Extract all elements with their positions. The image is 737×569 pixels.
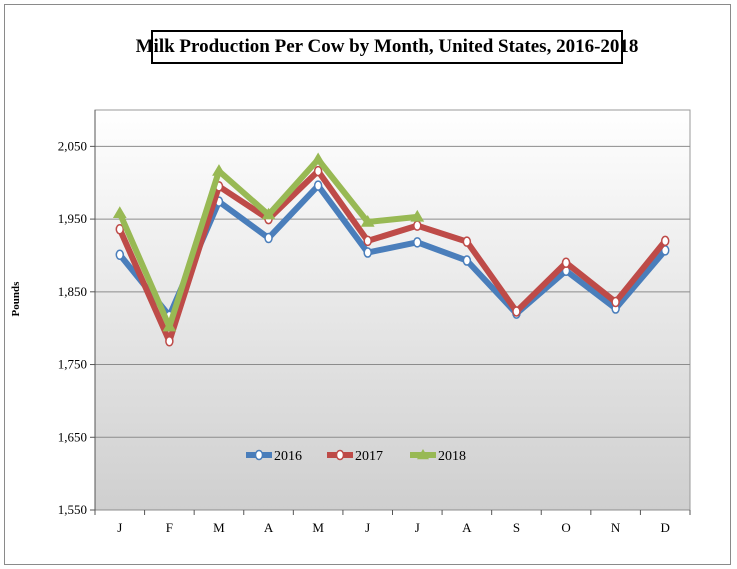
x-tick-label: D — [661, 520, 670, 535]
chart-title: Milk Production Per Cow by Month, United… — [136, 30, 638, 64]
data-point — [162, 319, 177, 332]
data-point — [561, 257, 571, 268]
x-tick-label: O — [561, 520, 570, 535]
data-point — [512, 306, 521, 317]
legend-label: 2017 — [355, 449, 383, 464]
series-line — [116, 168, 669, 345]
data-point — [115, 249, 125, 260]
legend-marker — [254, 449, 264, 461]
data-point — [313, 180, 323, 191]
y-tick-label: 1,850 — [58, 284, 87, 299]
data-point — [313, 165, 323, 177]
data-point — [212, 164, 226, 176]
data-point — [611, 296, 620, 308]
data-point — [660, 235, 670, 247]
data-point — [410, 209, 425, 222]
y-tick-label: 1,650 — [58, 429, 87, 444]
legend-entry-2017: 2017 — [327, 449, 383, 464]
data-point — [360, 215, 375, 227]
data-point — [413, 220, 422, 231]
data-point — [462, 236, 472, 247]
data-point — [363, 247, 372, 258]
y-axis-ticks: 1,550 1,650 1,750 1,850 1,950 2,050 — [58, 110, 96, 517]
legend-label: 2016 — [274, 449, 302, 464]
data-point — [413, 237, 422, 248]
y-tick-label: 2,050 — [58, 138, 87, 153]
x-tick-label: N — [611, 520, 621, 535]
y-tick-label: 1,750 — [58, 357, 87, 372]
y-tick-label: 1,550 — [58, 502, 87, 517]
data-point — [165, 336, 174, 347]
legend-entry-2018: 2018 — [410, 449, 466, 464]
x-tick-label: M — [213, 520, 225, 535]
series-group — [112, 152, 670, 347]
data-point — [112, 206, 127, 218]
data-point — [462, 255, 472, 266]
x-tick-label: A — [264, 520, 274, 535]
data-point — [311, 152, 325, 165]
legend-marker — [335, 449, 345, 461]
data-point — [264, 232, 273, 244]
x-tick-label: M — [312, 520, 324, 535]
x-tick-label: F — [166, 520, 173, 535]
plot-area — [94, 109, 691, 511]
x-tick-label: J — [365, 520, 370, 535]
y-tick-label: 1,950 — [58, 211, 87, 226]
data-point — [261, 207, 276, 220]
x-tick-label: S — [513, 520, 520, 535]
data-point — [115, 224, 125, 235]
x-tick-label: J — [415, 520, 420, 535]
x-tick-label: A — [462, 520, 472, 535]
legend-entry-2016: 2016 — [246, 449, 302, 464]
legend: 2016 2017 2018 — [246, 449, 466, 464]
data-point — [363, 235, 372, 247]
x-tick-label: J — [117, 520, 122, 535]
legend-marker — [417, 449, 429, 460]
series-2018 — [112, 152, 425, 332]
legend-label: 2018 — [438, 449, 466, 464]
